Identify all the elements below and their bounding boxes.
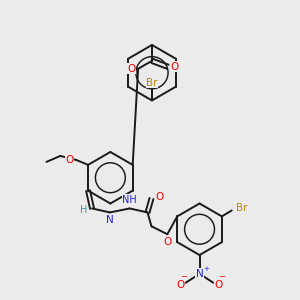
- Text: O: O: [65, 155, 74, 165]
- Text: +: +: [203, 266, 209, 272]
- Text: O: O: [155, 192, 164, 202]
- Text: −: −: [218, 272, 225, 281]
- Text: Br: Br: [236, 203, 248, 214]
- Text: N: N: [196, 269, 203, 279]
- Text: O: O: [177, 280, 185, 290]
- Text: H: H: [80, 206, 88, 215]
- Text: O: O: [163, 237, 171, 247]
- Text: Br: Br: [146, 78, 158, 88]
- Text: −: −: [180, 272, 187, 281]
- Text: O: O: [214, 280, 223, 290]
- Text: O: O: [127, 64, 135, 74]
- Text: NH: NH: [122, 194, 137, 205]
- Text: N: N: [106, 215, 114, 225]
- Text: O: O: [171, 62, 179, 72]
